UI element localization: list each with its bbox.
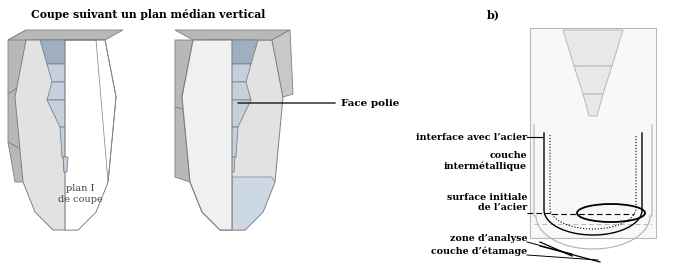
Polygon shape	[175, 30, 290, 40]
Text: b): b)	[487, 9, 500, 20]
Polygon shape	[214, 100, 251, 127]
Text: surface initiale
de l’acier: surface initiale de l’acier	[447, 193, 527, 212]
Polygon shape	[182, 40, 283, 230]
Polygon shape	[227, 127, 238, 157]
Text: plan I
de coupe: plan I de coupe	[57, 184, 103, 204]
Polygon shape	[8, 30, 123, 40]
Polygon shape	[47, 82, 84, 100]
Polygon shape	[60, 127, 71, 157]
Text: zone d’analyse: zone d’analyse	[449, 234, 527, 243]
Polygon shape	[563, 30, 623, 66]
Polygon shape	[574, 66, 612, 94]
Text: Face polie: Face polie	[341, 98, 399, 107]
Polygon shape	[8, 142, 26, 182]
Polygon shape	[47, 64, 84, 82]
Polygon shape	[8, 30, 26, 94]
Polygon shape	[63, 157, 68, 172]
Text: couche
intermétallique: couche intermétallique	[444, 151, 527, 171]
Polygon shape	[40, 40, 91, 64]
Polygon shape	[175, 40, 195, 112]
Polygon shape	[230, 157, 235, 172]
Polygon shape	[8, 82, 28, 152]
Bar	[530, 28, 656, 238]
Polygon shape	[65, 40, 116, 230]
Polygon shape	[214, 82, 251, 100]
Polygon shape	[175, 107, 193, 182]
Polygon shape	[47, 100, 84, 127]
Polygon shape	[182, 40, 232, 230]
Text: interface avec l’acier: interface avec l’acier	[416, 133, 527, 142]
Text: couche d’étamage: couche d’étamage	[431, 247, 527, 257]
Polygon shape	[207, 40, 258, 64]
Text: Coupe suivant un plan médian vertical: Coupe suivant un plan médian vertical	[31, 9, 265, 20]
Polygon shape	[63, 157, 68, 172]
Polygon shape	[583, 94, 603, 116]
Polygon shape	[15, 40, 116, 230]
Polygon shape	[214, 64, 251, 82]
Polygon shape	[232, 177, 275, 230]
Polygon shape	[272, 30, 293, 97]
